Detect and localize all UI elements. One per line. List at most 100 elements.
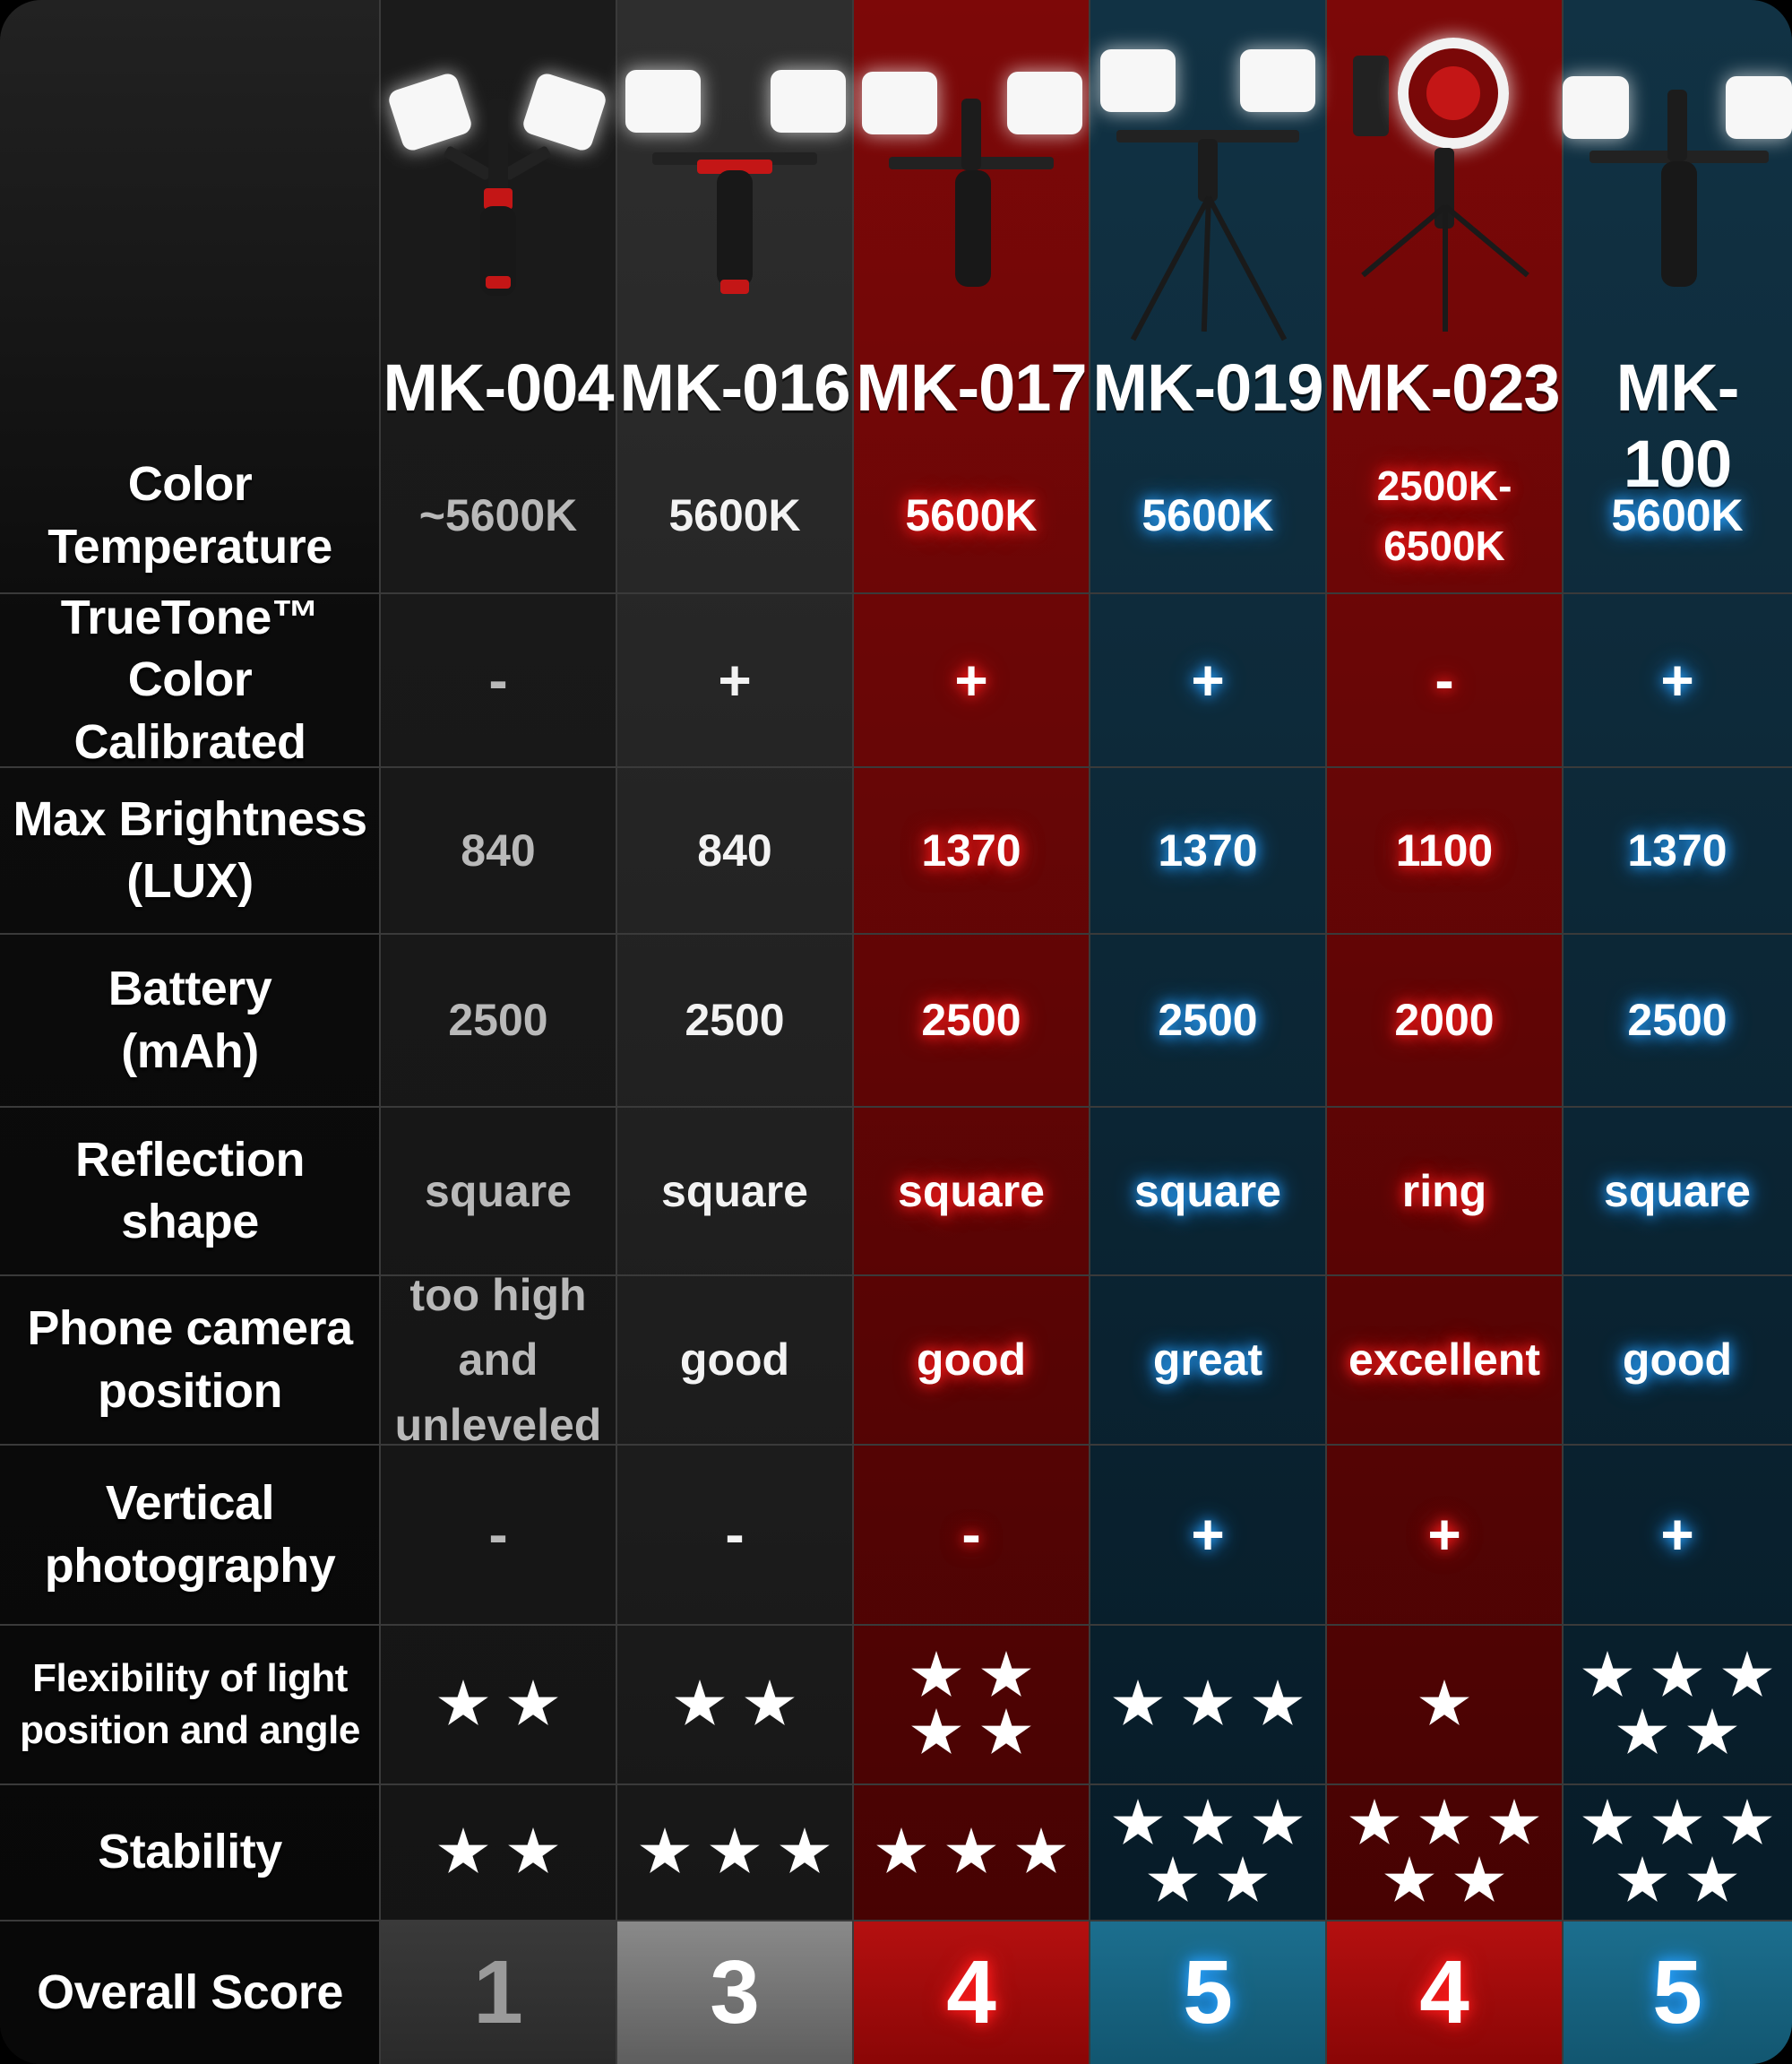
cell-value: good bbox=[1622, 1334, 1733, 1386]
column-mk-023 bbox=[1326, 0, 1563, 2064]
star-rating bbox=[437, 1827, 559, 1878]
model-name: MK-017 bbox=[856, 350, 1087, 425]
star-icon bbox=[1582, 1651, 1633, 1697]
star-rating bbox=[1418, 1680, 1470, 1730]
max-brightness-cell: 840 bbox=[380, 768, 616, 933]
row-label-text: Flexibility of light position and angle bbox=[20, 1655, 360, 1752]
overall-score-value: 5 bbox=[1183, 1941, 1233, 2042]
cell-value: - bbox=[961, 1502, 981, 1567]
color-temperature-cell: 5600K bbox=[853, 439, 1090, 592]
star-rating bbox=[895, 1651, 1047, 1758]
grid-line bbox=[852, 0, 854, 2064]
reflection-shape-cell: square bbox=[1563, 1108, 1792, 1274]
stability-cell bbox=[616, 1785, 853, 1920]
vertical-photography-cell: + bbox=[1090, 1446, 1326, 1624]
row-label-vertical-photography: Vertical photography bbox=[0, 1446, 380, 1624]
row-label-text: Stability bbox=[98, 1825, 282, 1879]
product-image-mk-017 bbox=[853, 36, 1090, 341]
score-bg-mk-016 bbox=[616, 1921, 853, 2064]
flexibility-cell bbox=[1563, 1626, 1792, 1783]
star-icon bbox=[981, 1708, 1031, 1754]
cell-value: 2500 bbox=[1158, 995, 1258, 1046]
grid-line bbox=[0, 933, 1792, 935]
cell-value: 840 bbox=[461, 825, 536, 876]
star-icon bbox=[1113, 1680, 1163, 1725]
battery-cell: 2500 bbox=[380, 935, 616, 1106]
cell-value: 2000 bbox=[1394, 995, 1495, 1046]
star-icon bbox=[1722, 1799, 1772, 1844]
battery-cell: 2000 bbox=[1326, 935, 1563, 1106]
grid-line bbox=[0, 1624, 1792, 1626]
column-mk-016 bbox=[616, 0, 853, 2064]
row-label-text: TrueTone™ Color Calibrated bbox=[60, 591, 320, 769]
grid-line bbox=[0, 1274, 1792, 1276]
cell-value: 1370 bbox=[1627, 825, 1727, 876]
cell-value: 5600K bbox=[668, 490, 801, 541]
star-icon bbox=[1454, 1856, 1504, 1902]
star-icon bbox=[1419, 1680, 1469, 1725]
stability-cell bbox=[380, 1785, 616, 1920]
model-name: MK-019 bbox=[1092, 350, 1323, 425]
star-icon bbox=[438, 1680, 488, 1725]
vertical-photography-cell: - bbox=[380, 1446, 616, 1624]
row-label-text: Color Temperature bbox=[47, 457, 332, 574]
score-bg-mk-004 bbox=[380, 1921, 616, 2064]
phone-camera-position-cell: good bbox=[1563, 1276, 1792, 1444]
vertical-photography-cell: + bbox=[1563, 1446, 1792, 1624]
row-label-truetone: TrueTone™ Color Calibrated bbox=[0, 591, 380, 768]
row-label-flexibility: Flexibility of light position and angle bbox=[0, 1626, 380, 1783]
battery-cell: 2500 bbox=[1563, 935, 1792, 1106]
cell-value: square bbox=[1604, 1165, 1751, 1216]
star-icon bbox=[981, 1651, 1031, 1697]
cell-value: square bbox=[425, 1165, 572, 1216]
star-rating bbox=[1574, 1799, 1780, 1906]
cell-value: + bbox=[718, 647, 752, 712]
star-icon bbox=[1419, 1799, 1469, 1844]
vertical-photography-cell: + bbox=[1326, 1446, 1563, 1624]
star-icon bbox=[1183, 1680, 1233, 1725]
star-rating bbox=[437, 1680, 559, 1730]
grid-line bbox=[616, 0, 617, 2064]
row-label-text: Battery (mAh) bbox=[108, 962, 272, 1078]
star-icon bbox=[876, 1827, 926, 1873]
cell-value: ring bbox=[1401, 1165, 1487, 1216]
cell-value: 2500 bbox=[685, 995, 785, 1046]
star-icon bbox=[1349, 1799, 1400, 1844]
cell-value: - bbox=[1434, 647, 1454, 712]
star-icon bbox=[1016, 1827, 1066, 1873]
flexibility-cell bbox=[1326, 1626, 1563, 1783]
score-bg-mk-017 bbox=[853, 1921, 1090, 2064]
cell-value: + bbox=[1191, 647, 1225, 712]
cell-value: good bbox=[679, 1334, 790, 1386]
row-label-text: Overall Score bbox=[37, 1965, 343, 2019]
cell-value: 840 bbox=[697, 825, 772, 876]
star-icon bbox=[438, 1827, 488, 1873]
model-name: MK-016 bbox=[619, 350, 850, 425]
grid-line bbox=[1562, 0, 1564, 2064]
cell-value: ~5600K bbox=[418, 490, 578, 541]
score-bg-mk-019 bbox=[1090, 1921, 1326, 2064]
star-icon bbox=[1218, 1856, 1268, 1902]
star-icon bbox=[675, 1680, 725, 1725]
cell-value: square bbox=[1134, 1165, 1281, 1216]
truetone-cell: + bbox=[853, 594, 1090, 766]
flexibility-cell bbox=[1090, 1626, 1326, 1783]
cell-value: 5600K bbox=[905, 490, 1038, 541]
color-temperature-cell: 5600K bbox=[1090, 439, 1326, 592]
phone-camera-position-cell: too high and unleveled bbox=[380, 1270, 616, 1450]
row-label-max-brightness: Max Brightness (LUX) bbox=[0, 768, 380, 933]
star-icon bbox=[1652, 1799, 1702, 1844]
cell-value: good bbox=[916, 1334, 1027, 1386]
flexibility-cell bbox=[380, 1626, 616, 1783]
star-rating bbox=[1112, 1680, 1304, 1730]
star-rating bbox=[639, 1827, 831, 1878]
grid-line bbox=[1325, 0, 1327, 2064]
grid-line bbox=[0, 1106, 1792, 1108]
star-icon bbox=[1617, 1708, 1667, 1754]
row-label-phone-camera-position: Phone camera position bbox=[0, 1276, 380, 1444]
overall-score-value: 4 bbox=[1419, 1941, 1469, 2042]
star-icon bbox=[508, 1827, 558, 1873]
row-label-reflection-shape: Reflection shape bbox=[0, 1108, 380, 1274]
phone-camera-position-cell: great bbox=[1090, 1276, 1326, 1444]
vertical-photography-cell: - bbox=[853, 1446, 1090, 1624]
